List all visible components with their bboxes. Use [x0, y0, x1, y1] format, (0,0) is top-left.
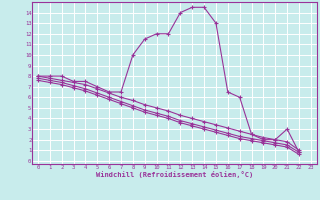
X-axis label: Windchill (Refroidissement éolien,°C): Windchill (Refroidissement éolien,°C) — [96, 171, 253, 178]
